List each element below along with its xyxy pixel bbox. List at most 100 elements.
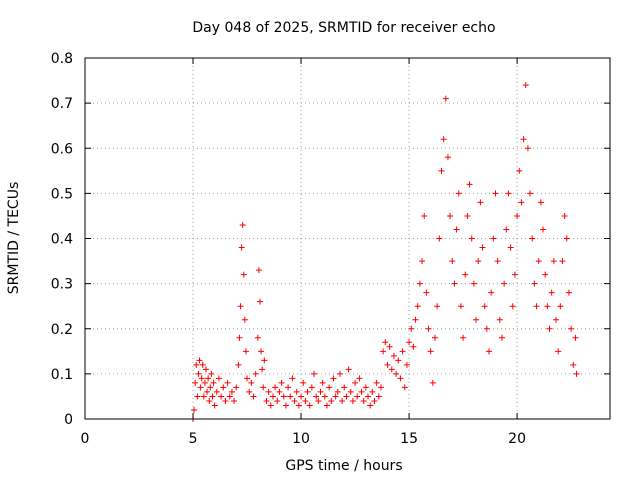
data-point	[302, 397, 309, 404]
data-point	[304, 388, 311, 395]
data-point	[250, 393, 257, 400]
data-point	[196, 357, 203, 364]
data-point	[442, 95, 449, 102]
data-point	[326, 384, 333, 391]
data-point	[550, 258, 557, 265]
data-point	[293, 388, 300, 395]
data-point	[240, 271, 247, 278]
data-point	[501, 280, 508, 287]
data-point	[473, 316, 480, 323]
data-point	[516, 167, 523, 174]
data-point	[460, 334, 467, 341]
data-point	[213, 388, 220, 395]
data-point	[544, 303, 551, 310]
data-point	[313, 393, 320, 400]
x-tick-label: 10	[292, 431, 310, 447]
data-point	[427, 348, 434, 355]
data-point	[192, 379, 199, 386]
data-point	[195, 370, 202, 377]
data-point	[352, 379, 359, 386]
data-point	[308, 384, 315, 391]
data-point	[246, 388, 253, 395]
data-point	[462, 271, 469, 278]
data-point	[470, 280, 477, 287]
data-point	[509, 303, 516, 310]
data-point	[369, 388, 376, 395]
y-tick-label: 0.1	[51, 367, 73, 383]
data-point	[328, 397, 335, 404]
data-point	[533, 303, 540, 310]
data-point	[492, 190, 499, 197]
data-point	[490, 235, 497, 242]
data-point	[207, 384, 214, 391]
data-point	[527, 190, 534, 197]
data-point	[274, 397, 281, 404]
data-point	[208, 370, 215, 377]
data-point	[505, 190, 512, 197]
data-point	[345, 366, 352, 373]
chart-title: Day 048 of 2025, SRMTID for receiver ech…	[192, 20, 495, 36]
data-point	[531, 280, 538, 287]
data-point	[255, 267, 262, 274]
data-point	[522, 82, 529, 89]
data-point	[235, 361, 242, 368]
data-point	[548, 289, 555, 296]
data-point	[236, 334, 243, 341]
data-point	[356, 375, 363, 382]
data-point	[278, 379, 285, 386]
data-point	[436, 235, 443, 242]
data-point	[354, 393, 361, 400]
data-points	[190, 82, 580, 422]
data-point	[258, 348, 265, 355]
data-point	[289, 375, 296, 382]
data-point	[202, 366, 209, 373]
data-point	[514, 212, 521, 219]
data-point	[377, 384, 384, 391]
data-point	[197, 384, 204, 391]
data-point	[259, 366, 266, 373]
data-point	[210, 379, 217, 386]
data-point	[263, 397, 270, 404]
data-point	[380, 348, 387, 355]
data-point	[498, 334, 505, 341]
data-point	[291, 397, 298, 404]
data-point	[494, 258, 501, 265]
data-point	[388, 366, 395, 373]
data-point	[453, 226, 460, 233]
data-point	[570, 361, 577, 368]
data-point	[224, 379, 231, 386]
data-point	[334, 388, 341, 395]
data-point	[449, 258, 456, 265]
data-point	[238, 244, 245, 251]
data-point	[349, 397, 356, 404]
data-point	[403, 361, 410, 368]
data-point	[399, 348, 406, 355]
y-tick-label: 0.6	[51, 141, 73, 157]
data-point	[535, 258, 542, 265]
x-tick-label: 5	[189, 431, 198, 447]
data-point	[425, 325, 432, 332]
data-point	[565, 289, 572, 296]
data-point	[382, 339, 389, 346]
data-point	[468, 235, 475, 242]
data-point	[222, 397, 229, 404]
y-tick-label: 0	[64, 412, 73, 428]
data-point	[360, 397, 367, 404]
data-point	[209, 393, 216, 400]
data-point	[321, 393, 328, 400]
data-point	[395, 357, 402, 364]
data-point	[464, 212, 471, 219]
data-point	[440, 136, 447, 143]
data-point	[451, 280, 458, 287]
data-point	[201, 379, 208, 386]
data-point	[507, 244, 514, 251]
data-point	[226, 393, 233, 400]
data-point	[295, 402, 302, 409]
y-tick-label: 0.3	[51, 277, 73, 293]
data-point	[488, 289, 495, 296]
y-axis-label: SRMTID / TECUs	[6, 182, 22, 295]
data-point	[390, 352, 397, 359]
data-point	[557, 303, 564, 310]
data-point	[561, 212, 568, 219]
data-point	[193, 361, 200, 368]
